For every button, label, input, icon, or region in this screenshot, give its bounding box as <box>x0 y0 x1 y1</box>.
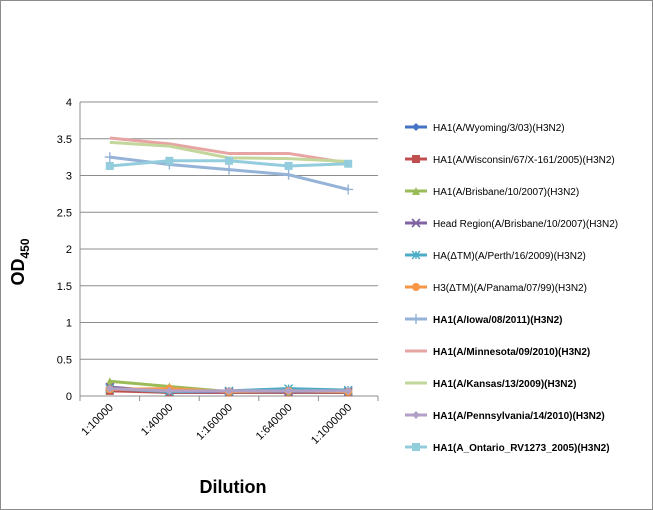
x-tick-label: 1:1000000 <box>309 402 354 447</box>
y-tick-label: 1.5 <box>57 281 72 293</box>
series-line <box>109 136 349 165</box>
legend-label: HA1(A/Wisconsin/67/X-161/2005)(H3N2) <box>433 155 615 166</box>
legend-entry: HA1(A/Pennsylvania/14/2010)(H3N2) <box>405 411 605 422</box>
legend-marker <box>412 123 420 131</box>
legend-label: HA1(A/Brisbane/10/2007)(H3N2) <box>433 187 579 198</box>
data-point <box>105 161 114 170</box>
legend-entry: HA(ΔTM)(A/Perth/16/2009)(H3N2) <box>405 250 586 262</box>
legend-entry: H3(ΔTM)(A/Panama/07/99)(H3N2) <box>405 283 587 294</box>
legend-marker <box>412 187 420 195</box>
data-point <box>344 386 353 395</box>
legend-label: Head Region(A/Brisbane/10/2007)(H3N2) <box>433 219 618 230</box>
legend-label: HA1(A/Pennsylvania/14/2010)(H3N2) <box>433 411 605 422</box>
y-tick-label: 4 <box>66 97 72 109</box>
legend-marker <box>411 250 421 260</box>
legend-marker <box>412 283 420 291</box>
series-lines <box>104 136 354 397</box>
y-tick-label: 2 <box>66 244 72 256</box>
legend-entry: Head Region(A/Brisbane/10/2007)(H3N2) <box>405 218 618 230</box>
legend-marker <box>411 314 421 324</box>
y-tick-label: 0.5 <box>57 354 72 366</box>
legend-entry: HA1(A/Wisconsin/67/X-161/2005)(H3N2) <box>405 155 615 166</box>
y-tick-label: 3 <box>66 171 72 183</box>
data-point <box>343 184 354 195</box>
legend-entry: HA1(A/Minnesota/09/2010)(H3N2) <box>405 347 590 358</box>
legend-entry: HA1(A_Ontario_RV1273_2005)(H3N2) <box>405 443 610 454</box>
legend-label: HA1(A_Ontario_RV1273_2005)(H3N2) <box>433 443 610 454</box>
x-tick-label: 1:160000 <box>194 402 235 443</box>
x-tick-label: 1:10000 <box>79 402 116 439</box>
data-point <box>283 169 294 180</box>
legend-label: HA1(A/Kansas/13/2009)(H3N2) <box>433 379 576 390</box>
y-tick-label: 1 <box>66 318 72 330</box>
data-point <box>104 152 115 163</box>
series-8 <box>109 136 349 165</box>
series-11 <box>105 156 353 170</box>
axes: 0 0.5 1 1.5 2 2.5 3 3.5 4 1:10000 1:40000 1:160000 1… <box>57 97 379 447</box>
legend-label: HA1(A/Wyoming/3/03)(H3N2) <box>433 123 565 134</box>
data-point <box>284 386 293 395</box>
gridlines <box>80 101 378 360</box>
data-point <box>225 386 233 395</box>
legend-entry: HA1(A/Iowa/08/2011)(H3N2) <box>405 314 563 326</box>
data-point <box>284 161 293 170</box>
legend-marker <box>412 443 420 451</box>
series-10 <box>105 384 353 395</box>
y-tick-label: 3.5 <box>57 134 72 146</box>
data-point <box>105 384 114 393</box>
legend-label: HA(ΔTM)(A/Perth/16/2009)(H3N2) <box>433 251 586 262</box>
x-tick-label: 1:640000 <box>254 402 295 443</box>
x-tick-label: 1:40000 <box>139 402 176 439</box>
data-point <box>225 156 233 165</box>
data-point <box>165 156 174 165</box>
legend: HA1(A/Wyoming/3/03)(H3N2) HA1(A/Wisconsin… <box>405 123 618 454</box>
legend-entry: HA1(A/Brisbane/10/2007)(H3N2) <box>405 187 579 198</box>
legend-entry: HA1(A/Kansas/13/2009)(H3N2) <box>405 379 576 390</box>
data-point <box>344 159 353 168</box>
legend-marker <box>412 155 420 163</box>
legend-marker <box>411 218 421 228</box>
x-axis-title: Dilution <box>200 477 267 497</box>
legend-label: HA1(A/Minnesota/09/2010)(H3N2) <box>433 347 590 358</box>
legend-entry: HA1(A/Wyoming/3/03)(H3N2) <box>405 123 565 134</box>
y-axis-title: OD450 <box>8 238 32 285</box>
y-tick-label: 0 <box>66 391 72 403</box>
legend-label: H3(ΔTM)(A/Panama/07/99)(H3N2) <box>433 283 587 294</box>
data-point <box>165 386 174 395</box>
legend-label: HA1(A/Iowa/08/2011)(H3N2) <box>433 315 563 326</box>
data-point <box>224 164 234 175</box>
legend-marker <box>412 411 420 419</box>
data-point <box>105 377 114 386</box>
y-tick-label: 2.5 <box>57 207 72 219</box>
